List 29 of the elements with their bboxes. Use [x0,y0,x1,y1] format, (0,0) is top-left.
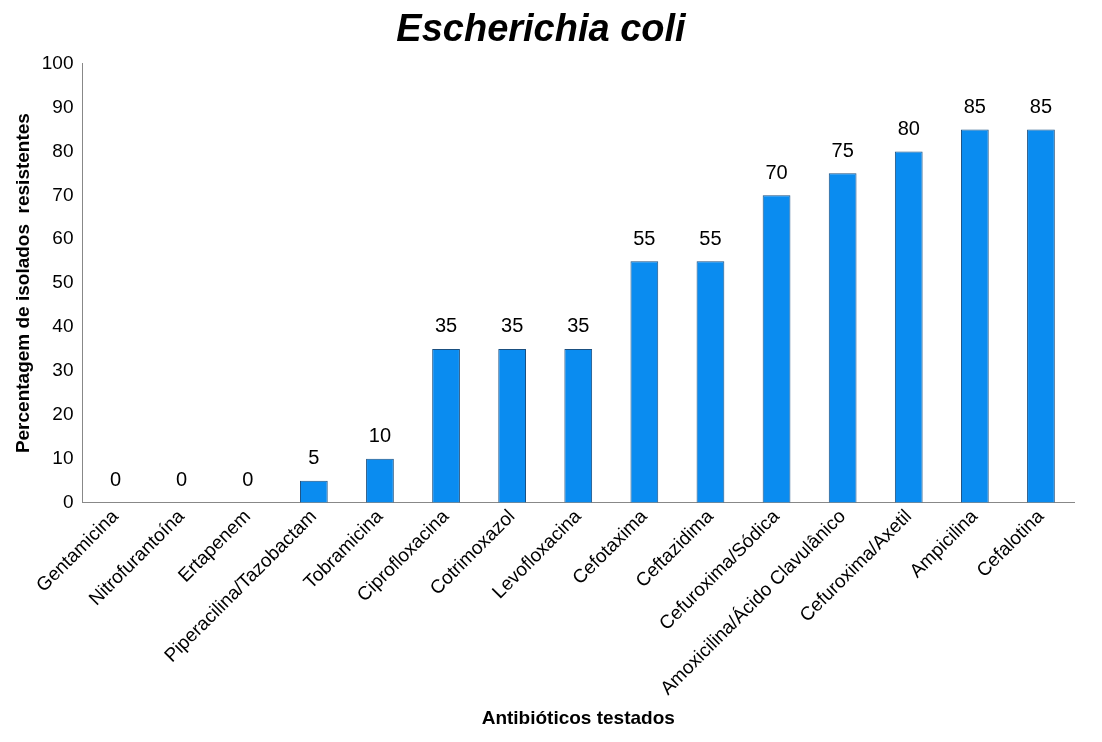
y-tick-label: 60 [52,227,74,249]
data-label: 35 [434,314,458,337]
data-label: 80 [897,116,920,139]
y-tick-label: 50 [52,271,74,293]
data-label: 5 [308,446,320,469]
data-label: 55 [633,226,656,249]
chart-title: Escherichia coli [396,7,688,50]
y-tick-label: 30 [52,359,74,381]
y-tick-label: 70 [52,183,74,205]
y-tick-label: 0 [62,490,74,512]
data-label: 35 [501,314,524,337]
y-tick-label: 100 [41,51,74,73]
data-label: 85 [1029,94,1053,117]
x-axis-title: Antibióticos testados [481,706,675,728]
y-tick-label: 10 [52,446,74,468]
data-label: 75 [831,138,854,161]
data-label: 55 [699,226,722,249]
data-label: 35 [567,314,590,337]
data-label: 0 [109,468,122,491]
data-label: 85 [963,94,986,117]
data-label: 0 [242,468,254,491]
y-tick-label: 80 [52,139,74,161]
data-label: 0 [176,468,188,491]
data-label: 70 [765,160,788,183]
y-tick-label: 40 [52,315,74,337]
y-tick-label: 20 [52,403,74,425]
y-axis-title: Percentagem de isolados resistentes [11,113,33,454]
y-tick-label: 90 [52,95,74,117]
data-label: 10 [368,424,392,447]
